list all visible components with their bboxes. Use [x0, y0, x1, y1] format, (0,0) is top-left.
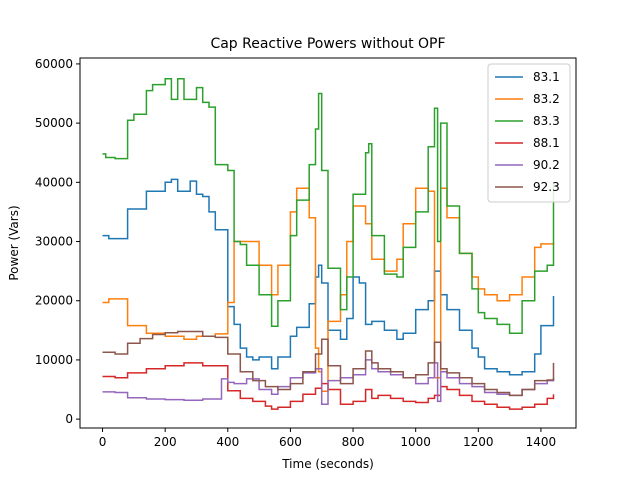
legend-label: 88.1 — [533, 136, 560, 150]
plot-frame — [79, 57, 577, 429]
x-tick-label: 200 — [154, 435, 177, 449]
x-tick-label: 400 — [216, 435, 239, 449]
plot-lines — [102, 77, 555, 410]
x-axis-label: Time (seconds) — [281, 457, 374, 471]
x-tick-label: 600 — [279, 435, 302, 449]
y-tick-label: 60000 — [35, 57, 73, 71]
series-line-92-3 — [102, 330, 555, 397]
legend-label: 90.2 — [533, 158, 560, 172]
legend-label: 92.3 — [533, 180, 560, 194]
chart-title: Cap Reactive Powers without OPF — [210, 36, 445, 52]
legend-label: 83.3 — [533, 114, 560, 128]
series-line-83-2 — [102, 187, 555, 393]
y-tick-label: 20000 — [35, 294, 73, 308]
y-axis: 0 10000 20000 30000 40000 50000 60000 — [35, 57, 80, 426]
legend-label: 83.1 — [533, 70, 560, 84]
y-axis-label: Power (Vars) — [7, 205, 21, 280]
y-tick-label: 30000 — [35, 235, 73, 249]
x-tick-label: 1200 — [463, 435, 494, 449]
y-tick-label: 50000 — [35, 116, 73, 130]
series-line-88-1 — [102, 362, 555, 410]
y-tick-label: 10000 — [35, 353, 73, 367]
legend-label: 83.2 — [533, 92, 560, 106]
x-tick-label: 1000 — [400, 435, 431, 449]
x-axis: 0 200 400 600 800 1000 1200 1400 — [99, 428, 556, 449]
y-tick-label: 0 — [65, 412, 73, 426]
series-line-83-1 — [102, 178, 555, 376]
x-tick-label: 800 — [342, 435, 365, 449]
x-tick-label: 1400 — [526, 435, 557, 449]
y-tick-label: 40000 — [35, 175, 73, 189]
legend: 83.1 83.2 83.3 88.1 90.2 92.3 — [487, 63, 571, 203]
x-tick-label: 0 — [99, 435, 107, 449]
series-line-83-3 — [102, 77, 555, 335]
